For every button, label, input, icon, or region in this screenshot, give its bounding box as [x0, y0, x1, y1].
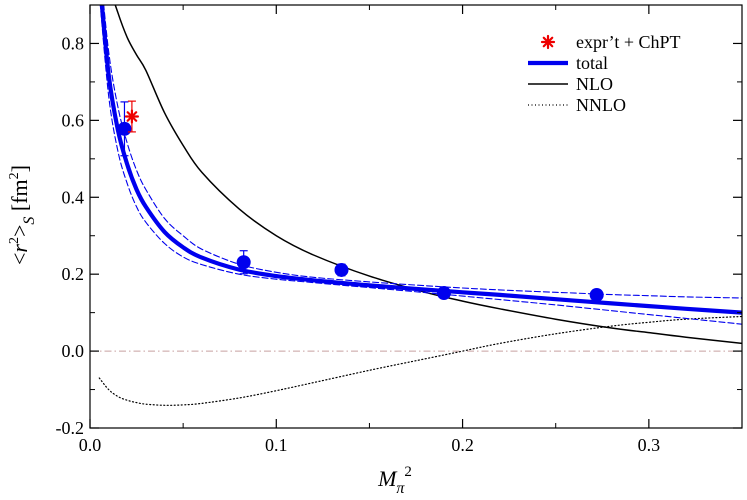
x-axis-title: Mπ2: [377, 464, 412, 497]
y-tick-label: 0.4: [62, 187, 85, 207]
legend-label: expr’t + ChPT: [576, 32, 680, 52]
series-total: [99, 5, 742, 315]
x-tick-label: 0.0: [79, 435, 102, 455]
x-tick-label: 0.2: [451, 435, 474, 455]
legend-label: NLO: [576, 74, 613, 94]
legend-entry: total: [528, 53, 608, 73]
lattice-data-point: [334, 262, 349, 277]
plot-frame: [89, 4, 743, 429]
lattice-data-point: [436, 286, 451, 301]
legend-entry: NNLO: [528, 95, 626, 115]
y-tick-label: -0.2: [56, 418, 85, 438]
y-tick-label: 0.6: [62, 110, 85, 130]
legend-label: NNLO: [576, 95, 626, 115]
lattice-data-point: [117, 101, 132, 157]
legend-entry: NLO: [528, 74, 613, 94]
y-axis-title: <r2>S [fm2]: [7, 165, 38, 265]
lattice-data-point: [236, 250, 251, 275]
series-total-lower-error-band: [99, 5, 742, 325]
lattice-data-point: [589, 287, 604, 302]
y-tick-label: 0.2: [62, 264, 85, 284]
experiment-data-point: [124, 100, 140, 133]
x-tick-label: 0.1: [265, 435, 288, 455]
legend-entry: expr’t + ChPT: [540, 32, 680, 52]
series-nnlo: [98, 315, 742, 406]
series-nlo: [114, 5, 742, 345]
y-tick-label: 0.0: [62, 341, 85, 361]
x-tick-label: 0.3: [638, 435, 661, 455]
legend-label: total: [576, 53, 608, 73]
y-tick-label: 0.8: [62, 33, 85, 53]
ticks-layer: 0.0 0.1 0.2 0.3-0.20.00.20.40.60.8: [56, 4, 742, 455]
curves-layer: [98, 5, 742, 406]
points-layer: [117, 100, 604, 302]
